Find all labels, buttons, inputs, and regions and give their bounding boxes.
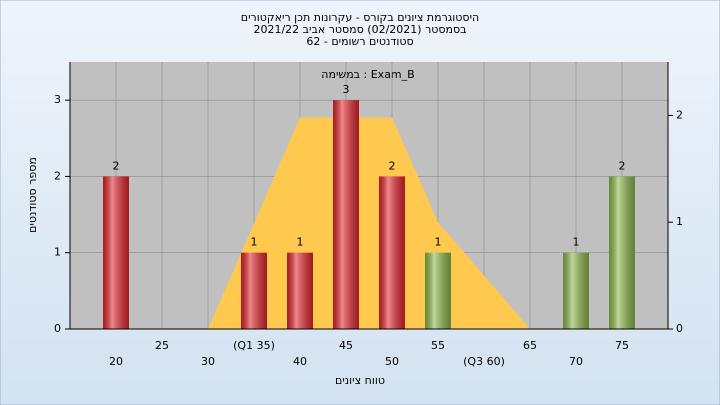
y-axis-label: מספר סטודנטים xyxy=(26,157,39,233)
x-tick-label: 20 xyxy=(109,355,123,368)
data-label: 1 xyxy=(251,236,258,249)
x-tick-label: 45 xyxy=(339,339,353,352)
x-tick-label: 75 xyxy=(615,339,629,352)
x-tick-label: (Q1 35) xyxy=(233,339,275,352)
data-label: 3 xyxy=(343,83,350,96)
bar-shine xyxy=(333,100,359,330)
bar-shine xyxy=(379,176,405,329)
chart-title: 62 - סטודנטים רשומים xyxy=(306,35,413,48)
data-label: 2 xyxy=(619,159,626,172)
x-tick-label: (Q3 60) xyxy=(463,355,505,368)
y-tick-label: 3 xyxy=(54,93,61,106)
data-label: 1 xyxy=(573,236,580,249)
data-label: 1 xyxy=(297,236,304,249)
y-tick-label: 0 xyxy=(54,322,61,335)
x-tick-label: 25 xyxy=(155,339,169,352)
x-tick-label: 70 xyxy=(569,355,583,368)
x-tick-label: 40 xyxy=(293,355,307,368)
data-label: 2 xyxy=(113,159,120,172)
data-label: 2 xyxy=(389,159,396,172)
chart-title: בסמסטר (02/2021) סמסטר אביב 2021/22 xyxy=(253,23,466,36)
y-tick-label: 1 xyxy=(54,246,61,259)
bar-shine xyxy=(241,252,267,329)
bar-shine xyxy=(425,252,451,329)
data-label: 1 xyxy=(435,236,442,249)
x-axis-label: טווח ציונים xyxy=(335,374,385,387)
bar-shine xyxy=(563,252,589,329)
x-tick-label: 30 xyxy=(201,355,215,368)
y-tick-label: 2 xyxy=(54,169,61,182)
bar-shine xyxy=(287,252,313,329)
bar-shine xyxy=(103,176,129,329)
y2-tick-label: 0 xyxy=(676,322,683,335)
y2-tick-label: 1 xyxy=(676,215,683,228)
chart-title: היסטוגרמת ציונים בקורס - עקרונות תכן ריא… xyxy=(241,11,479,24)
x-tick-label: 55 xyxy=(431,339,445,352)
y2-tick-label: 2 xyxy=(676,108,683,121)
x-tick-label: 65 xyxy=(523,339,537,352)
bar-shine xyxy=(609,176,635,329)
chart-subtitle: במשימה : Exam_B xyxy=(321,68,414,81)
x-tick-label: 50 xyxy=(385,355,399,368)
